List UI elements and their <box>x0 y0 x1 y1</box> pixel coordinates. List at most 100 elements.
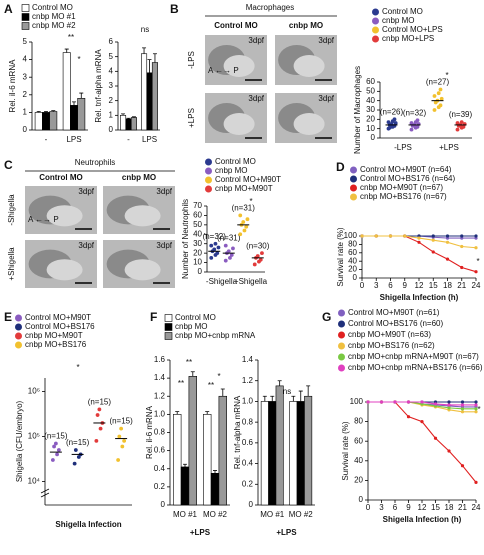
stage-label: 3dpf <box>248 94 264 103</box>
x-tick-label: 9 <box>403 281 408 290</box>
y-tick-label: 0 <box>109 125 114 134</box>
axis-orientation: A ←→ P <box>28 215 59 224</box>
bar <box>188 376 197 506</box>
legend-label: cnbp MO+cnbp mRNA+BS176 (n=66) <box>348 363 483 372</box>
y-tick-label: 2 <box>109 96 114 105</box>
error-bar <box>79 92 84 99</box>
x-tick-label: -LPS <box>394 143 412 152</box>
x-tick-label: 24 <box>472 503 481 512</box>
x-tick-label: 0 <box>360 281 365 290</box>
y-tick-label: 20 <box>348 265 357 274</box>
legend-swatch <box>15 323 22 331</box>
panel-label: B <box>170 2 179 16</box>
panel-label: C <box>4 158 13 172</box>
row-label: -Shigella <box>7 194 16 226</box>
survival-point <box>433 402 438 406</box>
n-label: (n=15) <box>88 398 112 407</box>
survival-point <box>474 270 478 274</box>
y-tick-label: 70 <box>193 201 202 210</box>
y-tick-label: 100 <box>350 397 364 406</box>
legend-label: Control MO+LPS <box>382 25 443 34</box>
panel-label: D <box>336 160 345 174</box>
data-point <box>241 220 246 224</box>
y-tick-label: 1.6 <box>154 355 166 364</box>
survival-point <box>403 234 407 238</box>
data-point <box>212 247 217 252</box>
y-axis-title: Shigella (CFU/embryo) <box>15 400 24 482</box>
n-label: (n=27) <box>426 78 450 87</box>
significance: ** <box>178 379 184 388</box>
data-point <box>252 262 257 267</box>
y-tick-label: 0 <box>161 500 166 509</box>
x-tick-label: - <box>45 135 48 144</box>
yolk <box>293 55 325 77</box>
n-label: (n=39) <box>449 110 473 119</box>
data-point <box>119 426 124 431</box>
significance: ns <box>141 25 149 34</box>
legend-label: Control MO+BS176 (n=64) <box>360 174 455 183</box>
yolk <box>223 113 255 135</box>
y-tick-label: 10⁵ <box>28 432 40 441</box>
y-tick-label: 50 <box>366 86 375 95</box>
survival-point <box>460 265 464 270</box>
legend-label: Control MO+BS176 <box>25 322 95 331</box>
y-tick-label: 1.4 <box>154 373 166 382</box>
data-point <box>231 246 235 251</box>
x-tick-label: 9 <box>406 503 411 512</box>
error-bar <box>147 59 152 73</box>
x-tick-label: 6 <box>393 503 398 512</box>
legend-swatch <box>21 22 30 30</box>
legend-label: cnbp MO+cnbp mRNA+M90T (n=67) <box>348 352 479 361</box>
survival-point <box>460 234 464 238</box>
yolk <box>46 205 83 227</box>
bar <box>49 111 58 131</box>
data-point <box>117 434 122 439</box>
survival-point <box>474 407 478 411</box>
y-tick-label: 4 <box>23 55 28 64</box>
bar <box>268 401 277 506</box>
legend-swatch <box>338 309 345 317</box>
legend-swatch <box>350 175 357 183</box>
x-tick-label: +LPS <box>439 143 459 152</box>
y-tick-label: 3 <box>23 72 28 81</box>
x-tick-label: - <box>127 135 130 144</box>
data-point <box>409 121 414 125</box>
bar <box>203 414 212 506</box>
error-bar <box>126 117 131 119</box>
legend-swatch <box>205 185 212 193</box>
y-tick-label: 20 <box>366 114 375 123</box>
survival-point <box>388 234 393 238</box>
survival-point <box>366 400 370 404</box>
y-tick-label: 0.2 <box>154 482 166 491</box>
column-label: Control MO <box>39 173 83 182</box>
y-tick-label: 1 <box>109 110 114 119</box>
legend-label: cnbp MO #2 <box>32 21 76 30</box>
bar <box>130 117 137 131</box>
significance: * <box>217 372 220 381</box>
legend-label: cnbp MO+cnbp mRNA <box>175 331 256 340</box>
yolk <box>293 113 325 135</box>
data-point <box>228 255 232 260</box>
survival-point <box>447 406 451 410</box>
y-tick-label: 1 <box>23 108 28 117</box>
y-tick-label: 80 <box>354 417 363 426</box>
legend-swatch <box>338 364 345 372</box>
significance: ** <box>68 33 74 42</box>
y-tick-label: 6 <box>109 37 114 46</box>
y-tick-label: 60 <box>348 248 357 257</box>
legend-label: cnbp MO+BS176 <box>25 340 87 349</box>
legend-swatch <box>338 320 345 328</box>
legend-label: Control MO <box>175 313 216 322</box>
error-bar <box>270 395 275 402</box>
survival-point <box>445 257 450 261</box>
x-axis-title: +LPS <box>190 528 211 537</box>
bar <box>296 401 305 506</box>
panel-label: A <box>4 2 13 16</box>
y-tick-label: 100 <box>344 231 358 240</box>
bar <box>70 105 78 131</box>
legend-label: cnbp MO+BS176 (n=67) <box>360 192 447 201</box>
bar <box>120 115 127 131</box>
significance: ** <box>208 381 214 390</box>
data-point <box>213 241 218 246</box>
data-point <box>97 407 102 412</box>
